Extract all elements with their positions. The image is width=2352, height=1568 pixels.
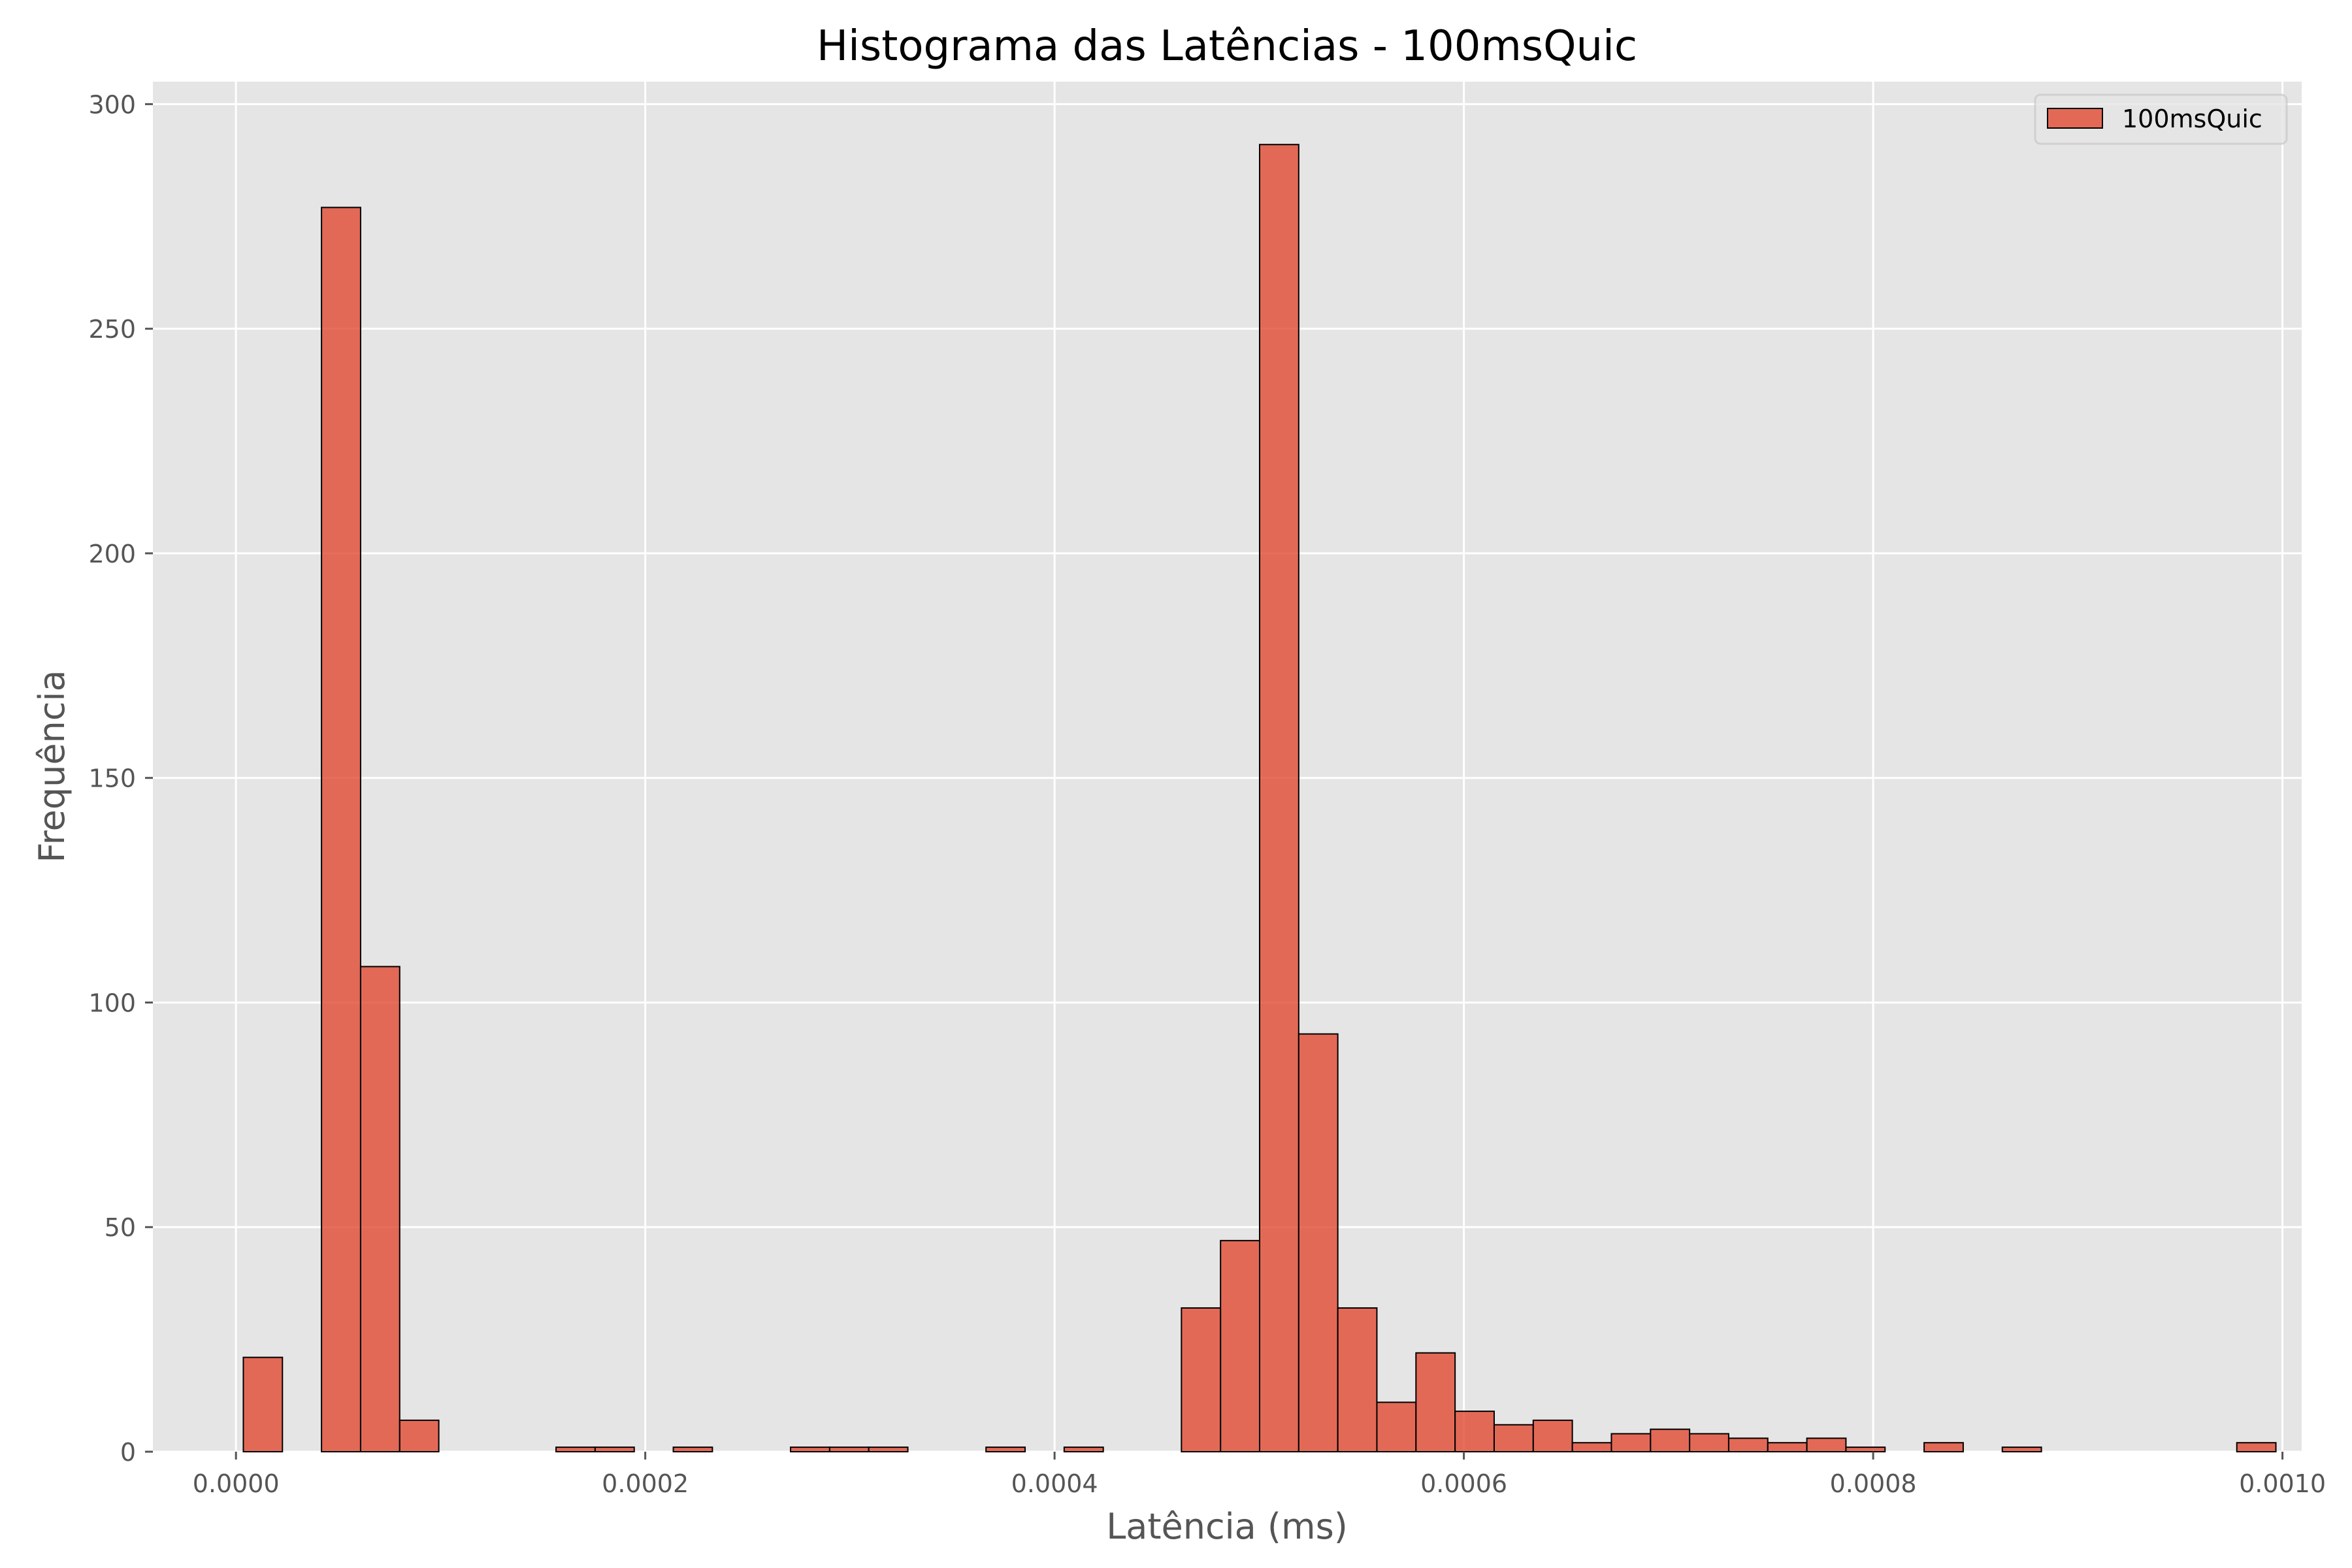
y-tick-label: 300 xyxy=(88,90,136,119)
histogram-bar xyxy=(985,1446,1026,1452)
histogram-bar xyxy=(242,1356,284,1453)
histogram-bar xyxy=(1806,1437,1847,1453)
histogram-bar xyxy=(321,206,361,1452)
histogram-bar xyxy=(1767,1442,1808,1453)
plot-background xyxy=(153,82,2302,1452)
histogram-bar xyxy=(1376,1401,1417,1453)
histogram-bar xyxy=(359,966,400,1452)
histogram-bar xyxy=(1532,1419,1573,1452)
histogram-bars xyxy=(242,144,2277,1453)
grid-lines xyxy=(153,82,2302,1453)
x-tick-label: 0.0010 xyxy=(2239,1469,2326,1498)
histogram-bar xyxy=(1845,1446,1886,1452)
x-tick-label: 0.0002 xyxy=(602,1469,689,1498)
histogram-bar xyxy=(1258,144,1299,1452)
histogram-bar xyxy=(2001,1446,2042,1452)
histogram-bar xyxy=(1727,1437,1769,1453)
histogram-bar xyxy=(555,1446,596,1452)
axis-ticks: 0.0000 0.0002 0.0004 0.0006 0.0008 0.0010 0 50 1… xyxy=(88,90,2326,1498)
legend-swatch xyxy=(2047,108,2103,129)
legend: 100msQuic xyxy=(2034,93,2288,145)
histogram-bar xyxy=(1493,1424,1534,1453)
histogram-bar xyxy=(399,1419,440,1452)
x-tick-label: 0.0006 xyxy=(1420,1469,1507,1498)
histogram-bar xyxy=(1415,1352,1456,1452)
histogram-bar xyxy=(828,1446,870,1452)
histogram-bar xyxy=(1181,1307,1222,1453)
histogram-bar xyxy=(2236,1442,2277,1453)
y-axis-label: Frequência xyxy=(31,670,73,862)
histogram-bar xyxy=(790,1446,830,1452)
y-tick-label: 50 xyxy=(105,1213,136,1242)
x-axis-label: Latência (ms) xyxy=(1106,1506,1348,1547)
y-tick-label: 0 xyxy=(120,1438,136,1467)
histogram-bar xyxy=(1298,1033,1339,1452)
histogram-bar xyxy=(1571,1442,1612,1453)
y-tick-label: 150 xyxy=(88,764,136,793)
histogram-bar xyxy=(594,1446,635,1452)
histogram-bar xyxy=(1650,1428,1691,1453)
histogram-bar xyxy=(868,1446,909,1452)
y-tick-label: 250 xyxy=(88,315,136,344)
histogram-bar xyxy=(1454,1411,1495,1453)
y-tick-label: 100 xyxy=(88,988,136,1017)
histogram-bar xyxy=(1063,1446,1104,1452)
histogram-bar xyxy=(1337,1307,1378,1453)
legend-box xyxy=(2034,93,2288,145)
x-tick-label: 0.0000 xyxy=(193,1469,280,1498)
x-tick-label: 0.0004 xyxy=(1011,1469,1098,1498)
histogram-bar xyxy=(1610,1433,1652,1452)
histogram-bar xyxy=(1220,1239,1260,1452)
histogram-bar xyxy=(1689,1433,1729,1452)
chart-title: Histograma das Latências - 100msQuic xyxy=(817,22,1637,71)
y-tick-label: 200 xyxy=(88,540,136,568)
histogram-bar xyxy=(1923,1442,1964,1453)
histogram-bar xyxy=(672,1446,713,1452)
legend-label: 100msQuic xyxy=(2122,105,2262,133)
x-tick-label: 0.0008 xyxy=(1830,1469,1917,1498)
